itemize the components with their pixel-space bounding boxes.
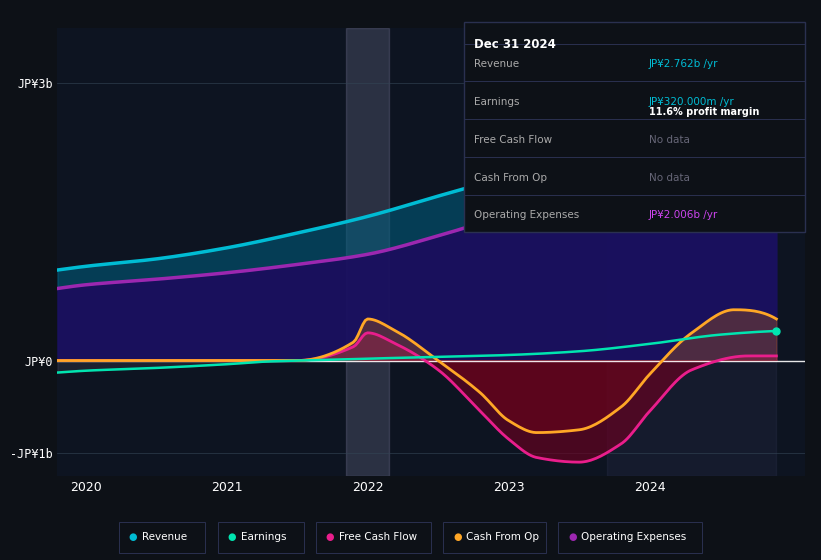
Text: JP¥320.000m /yr: JP¥320.000m /yr (649, 97, 734, 107)
Text: Free Cash Flow: Free Cash Flow (339, 533, 417, 542)
Text: Operating Expenses: Operating Expenses (581, 533, 686, 542)
Text: Earnings: Earnings (474, 97, 519, 107)
Text: ●: ● (568, 533, 576, 542)
Text: ●: ● (227, 533, 236, 542)
Text: Operating Expenses: Operating Expenses (474, 211, 579, 221)
Text: 11.6% profit margin: 11.6% profit margin (649, 108, 759, 118)
Text: ●: ● (453, 533, 461, 542)
Text: Free Cash Flow: Free Cash Flow (474, 135, 552, 145)
Text: No data: No data (649, 172, 690, 183)
Text: Dec 31 2024: Dec 31 2024 (474, 38, 556, 51)
Text: Cash From Op: Cash From Op (466, 533, 539, 542)
Text: ●: ● (326, 533, 334, 542)
Text: ●: ● (129, 533, 137, 542)
Bar (346, 28, 388, 476)
Text: Revenue: Revenue (142, 533, 187, 542)
Text: Revenue: Revenue (474, 59, 519, 69)
Text: JP¥2.762b /yr: JP¥2.762b /yr (649, 59, 718, 69)
Text: Earnings: Earnings (241, 533, 286, 542)
Text: No data: No data (649, 135, 690, 145)
Text: JP¥2.006b /yr: JP¥2.006b /yr (649, 211, 718, 221)
Bar (608, 28, 777, 476)
Text: Cash From Op: Cash From Op (474, 172, 547, 183)
